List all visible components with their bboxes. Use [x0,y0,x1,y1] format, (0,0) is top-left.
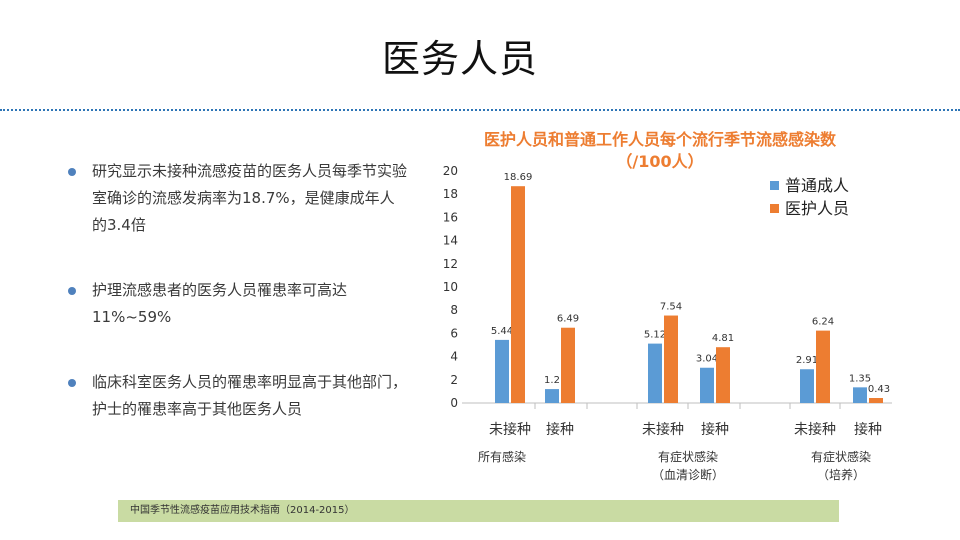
bullet-text: 临床科室医务人员的罹患率明显高于其他部门，护士的罹患率高于其他医务人员 [92,373,408,418]
bullet-text: 护理流感患者的医务人员罹患率可高达11%~59% [92,281,348,326]
bullet-item: 研究显示未接种流感疫苗的医务人员每季节实验室确诊的流感发病率为18.7%，是健康… [62,158,407,239]
title-divider [0,109,960,111]
bullet-dot-icon [68,168,76,176]
data-label: 4.81 [712,333,734,344]
bar [495,339,509,403]
bar-chart: 0 2 4 6 8 10 12 14 16 18 20 5.44 1.2 5.12 3.04 2.91 1.35… [443,164,892,482]
x-tick-label: 未接种 [489,421,531,438]
bullet-dot-icon [68,379,76,387]
y-tick-label: 4 [450,350,458,364]
x-tick-label: 接种 [854,421,882,438]
legend-label: 医护人员 [785,199,849,218]
y-tick-label: 14 [443,234,458,248]
data-label: 7.54 [660,302,682,313]
bar [648,343,662,403]
bar [664,315,678,403]
bullet-dot-icon [68,287,76,295]
bar [853,387,867,403]
y-tick-label: 20 [443,164,458,178]
bar [561,327,575,403]
x-tick-label: 接种 [546,421,574,438]
chart-title-line-1: 医护人员和普通工作人员每个流行季节流感感染数 [483,130,836,149]
bar [545,389,559,403]
x-tick-label: 接种 [701,421,729,438]
legend-swatch [770,204,779,213]
bar [816,330,830,403]
y-tick-label: 18 [443,187,458,201]
chart-title-line-2: （/100人） [616,152,704,171]
data-label: 3.04 [696,354,718,365]
x-tick-label: 未接种 [794,421,836,438]
y-tick-label: 10 [443,280,458,294]
data-label: 18.69 [504,172,533,183]
group-label: 有症状感染 [658,449,718,464]
y-tick-label: 12 [443,257,458,271]
bar [869,398,883,403]
group-sublabel: （血清诊断） [652,467,724,482]
data-label: 1.2 [544,375,560,386]
data-label: 5.44 [491,326,513,337]
data-label: 1.35 [849,373,871,384]
bullet-item: 护理流感患者的医务人员罹患率可高达11%~59% [62,277,407,331]
y-tick-label: 16 [443,210,458,224]
bar [511,186,525,403]
y-tick-label: 2 [450,373,458,387]
legend-swatch [770,181,779,190]
chart-title: 医护人员和普通工作人员每个流行季节流感感染数 （/100人） [440,129,880,173]
bullet-text: 研究显示未接种流感疫苗的医务人员每季节实验室确诊的流感发病率为18.7%，是健康… [92,162,408,234]
slide-title: 医务人员 [381,37,538,81]
bullet-item: 临床科室医务人员的罹患率明显高于其他部门，护士的罹患率高于其他医务人员 [62,369,407,423]
bullet-list: 研究显示未接种流感疫苗的医务人员每季节实验室确诊的流感发病率为18.7%，是健康… [62,158,407,423]
y-tick-label: 0 [450,396,458,410]
bar [700,367,714,403]
data-label: 5.12 [644,330,666,341]
source-citation: 中国季节性流感疫苗应用技术指南（2014-2015） [118,500,839,522]
data-label: 6.49 [557,314,579,325]
data-label: 6.24 [812,317,834,328]
bar [716,347,730,403]
y-tick-label: 6 [450,326,458,340]
x-tick-label: 未接种 [642,421,684,438]
group-label: 所有感染 [478,449,526,464]
y-tick-label: 8 [450,303,458,317]
bar [800,369,814,403]
group-label: 有症状感染 [811,449,871,464]
group-sublabel: （培养） [817,467,865,482]
data-label: 2.91 [796,355,818,366]
legend-label: 普通成人 [785,176,849,195]
data-label: 0.43 [868,384,890,395]
